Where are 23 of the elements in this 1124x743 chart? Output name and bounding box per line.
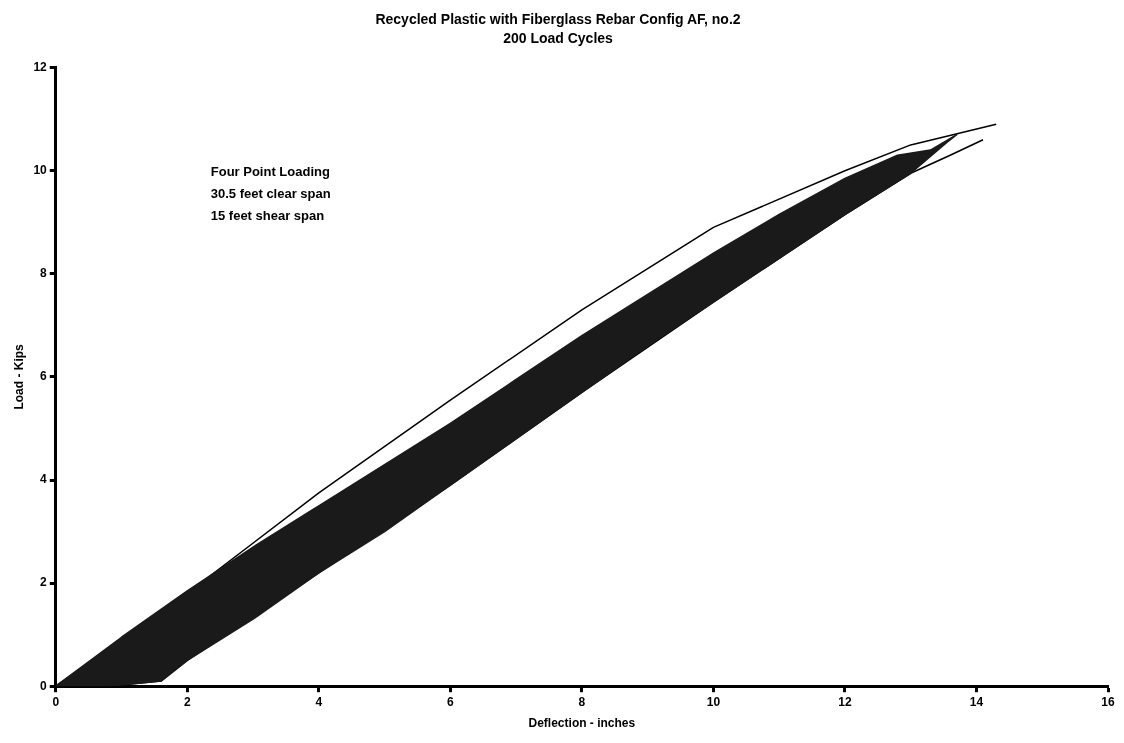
x-tick-label: 10 bbox=[706, 694, 721, 709]
x-tick-label: 4 bbox=[315, 694, 323, 709]
x-tick-label: 8 bbox=[578, 694, 586, 709]
x-tick-label: 2 bbox=[183, 694, 191, 709]
x-tick-label: 6 bbox=[447, 694, 454, 709]
chart-title: Recycled Plastic with Fiberglass Rebar Config AF, no.2 bbox=[375, 11, 741, 28]
chart-subtitle: 200 Load Cycles bbox=[503, 30, 614, 47]
y-tick-label: 6 bbox=[40, 369, 48, 384]
y-tick-label: 0 bbox=[40, 678, 48, 693]
annotation: 15 feet shear span bbox=[210, 207, 325, 223]
y-tick-label: 4 bbox=[40, 472, 48, 487]
x-axis-title: Deflection - inches bbox=[528, 716, 636, 731]
y-axis-title: Load - Kips bbox=[11, 343, 26, 410]
x-tick-label: 12 bbox=[838, 694, 852, 709]
y-tick-label: 2 bbox=[40, 575, 48, 590]
x-tick-label: 0 bbox=[52, 694, 60, 709]
y-tick-label: 10 bbox=[33, 163, 48, 178]
annotation: Four Point Loading bbox=[210, 163, 330, 179]
x-tick-label: 16 bbox=[1101, 694, 1115, 709]
y-tick-label: 12 bbox=[33, 59, 48, 74]
annotation: 30.5 feet clear span bbox=[210, 185, 331, 201]
x-tick-label: 14 bbox=[969, 694, 984, 709]
y-tick-label: 8 bbox=[40, 266, 48, 281]
